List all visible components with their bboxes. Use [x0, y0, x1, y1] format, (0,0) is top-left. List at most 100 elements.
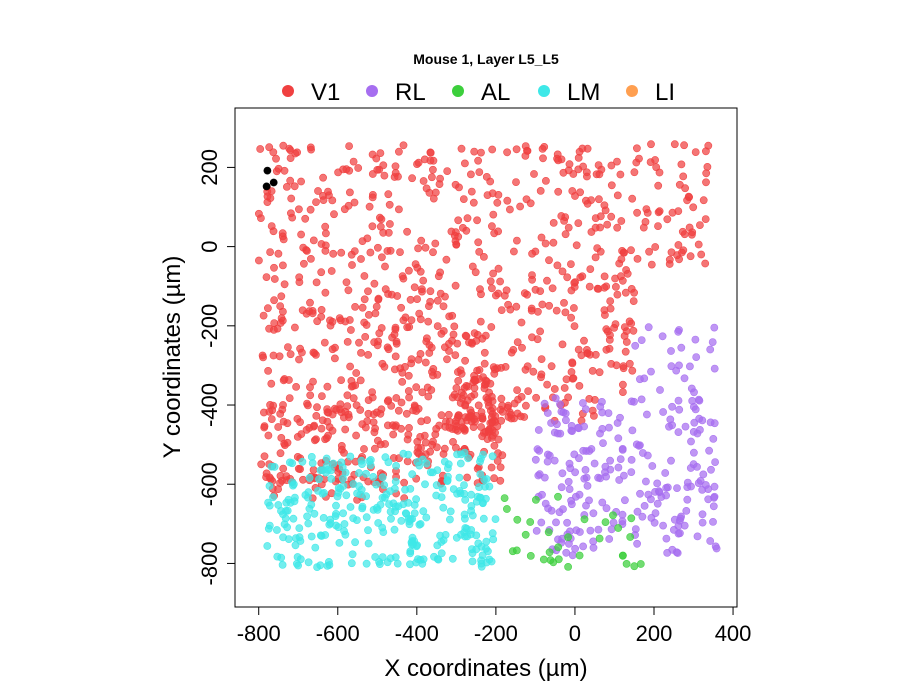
point-lm	[405, 517, 413, 526]
point-v1	[543, 276, 551, 285]
point-rl	[694, 479, 703, 487]
point-v1	[567, 368, 576, 376]
point-v1	[575, 381, 584, 390]
point-v1	[507, 348, 516, 357]
point-v1	[321, 222, 330, 231]
point-v1	[372, 302, 381, 311]
point-v1	[436, 268, 444, 277]
point-v1	[370, 444, 379, 453]
point-rl	[544, 504, 552, 513]
point-v1	[399, 316, 408, 325]
point-v1	[417, 236, 426, 245]
point-lm	[432, 481, 441, 490]
point-rl	[568, 551, 577, 560]
point-v1	[463, 416, 471, 425]
y-axis: -800 -600 -400 -200 0 200	[197, 149, 236, 585]
point-v1	[346, 326, 355, 334]
point-v1	[397, 303, 405, 312]
point-v1	[346, 362, 354, 371]
point-v1	[330, 210, 338, 219]
point-v1	[504, 401, 513, 410]
point-v1	[521, 151, 530, 160]
point-v1	[450, 322, 459, 331]
point-v1	[451, 351, 460, 359]
point-rl	[621, 496, 629, 505]
point-v1	[578, 272, 587, 281]
point-lm	[304, 488, 313, 497]
point-v1	[454, 216, 463, 225]
point-v1	[561, 308, 570, 317]
point-v1	[421, 438, 430, 447]
point-v1	[625, 317, 634, 326]
point-v1	[521, 142, 530, 150]
point-v1	[381, 262, 389, 271]
point-v1	[298, 306, 307, 315]
point-v1	[538, 144, 547, 153]
point-v1	[364, 310, 373, 319]
point-lm	[476, 470, 485, 478]
point-v1	[351, 302, 359, 311]
point-lm	[356, 490, 365, 499]
point-rl	[543, 409, 552, 417]
point-rl	[692, 353, 701, 361]
point-v1	[339, 165, 347, 174]
point-v1	[385, 200, 394, 209]
point-v1	[274, 423, 283, 431]
point-v1	[475, 168, 484, 176]
point-v1	[417, 417, 426, 426]
point-v1	[516, 202, 524, 211]
point-v1	[361, 332, 370, 341]
point-rl	[644, 490, 653, 499]
point-rl	[683, 495, 692, 504]
point-v1	[360, 295, 369, 304]
point-rl	[540, 473, 549, 482]
point-v1	[371, 309, 380, 318]
point-v1	[493, 456, 502, 465]
legend-marker-li	[626, 85, 638, 97]
point-rl	[565, 539, 573, 548]
point-lm	[391, 502, 400, 511]
point-v1	[306, 254, 315, 263]
point-rl	[627, 468, 636, 476]
point-v1	[512, 145, 521, 154]
point-v1	[254, 209, 263, 218]
point-rl	[636, 489, 644, 498]
point-rl	[699, 470, 708, 479]
point-rl	[711, 458, 719, 466]
point-v1	[496, 463, 505, 472]
point-v1	[591, 350, 600, 359]
point-v1	[285, 394, 294, 402]
point-rl	[567, 426, 576, 435]
point-v1	[689, 203, 698, 212]
point-rl	[639, 449, 647, 457]
point-v1	[278, 307, 287, 316]
point-al	[526, 552, 535, 560]
point-v1	[594, 284, 603, 293]
point-v1	[645, 247, 653, 256]
point-v1	[605, 335, 614, 344]
point-rl	[572, 492, 580, 501]
point-v1	[647, 140, 655, 149]
point-v1	[522, 401, 530, 410]
point-v1	[435, 421, 444, 430]
point-rl	[537, 518, 546, 527]
point-v1	[408, 174, 416, 183]
point-v1	[449, 437, 457, 446]
x-tick-label: -600	[316, 621, 360, 646]
point-v1	[536, 327, 544, 336]
point-al	[554, 492, 562, 501]
point-v1	[629, 326, 638, 335]
point-v1	[328, 345, 337, 354]
point-v1	[696, 221, 704, 229]
point-v1	[357, 255, 365, 263]
point-lm	[461, 532, 469, 541]
point-v1	[470, 384, 479, 392]
point-v1	[372, 154, 381, 163]
point-v1	[453, 413, 462, 422]
point-lm	[437, 549, 446, 558]
point-v1	[349, 157, 358, 166]
point-v1	[593, 244, 602, 252]
point-al	[609, 511, 617, 520]
point-rl	[647, 514, 656, 522]
point-rl	[667, 347, 675, 355]
